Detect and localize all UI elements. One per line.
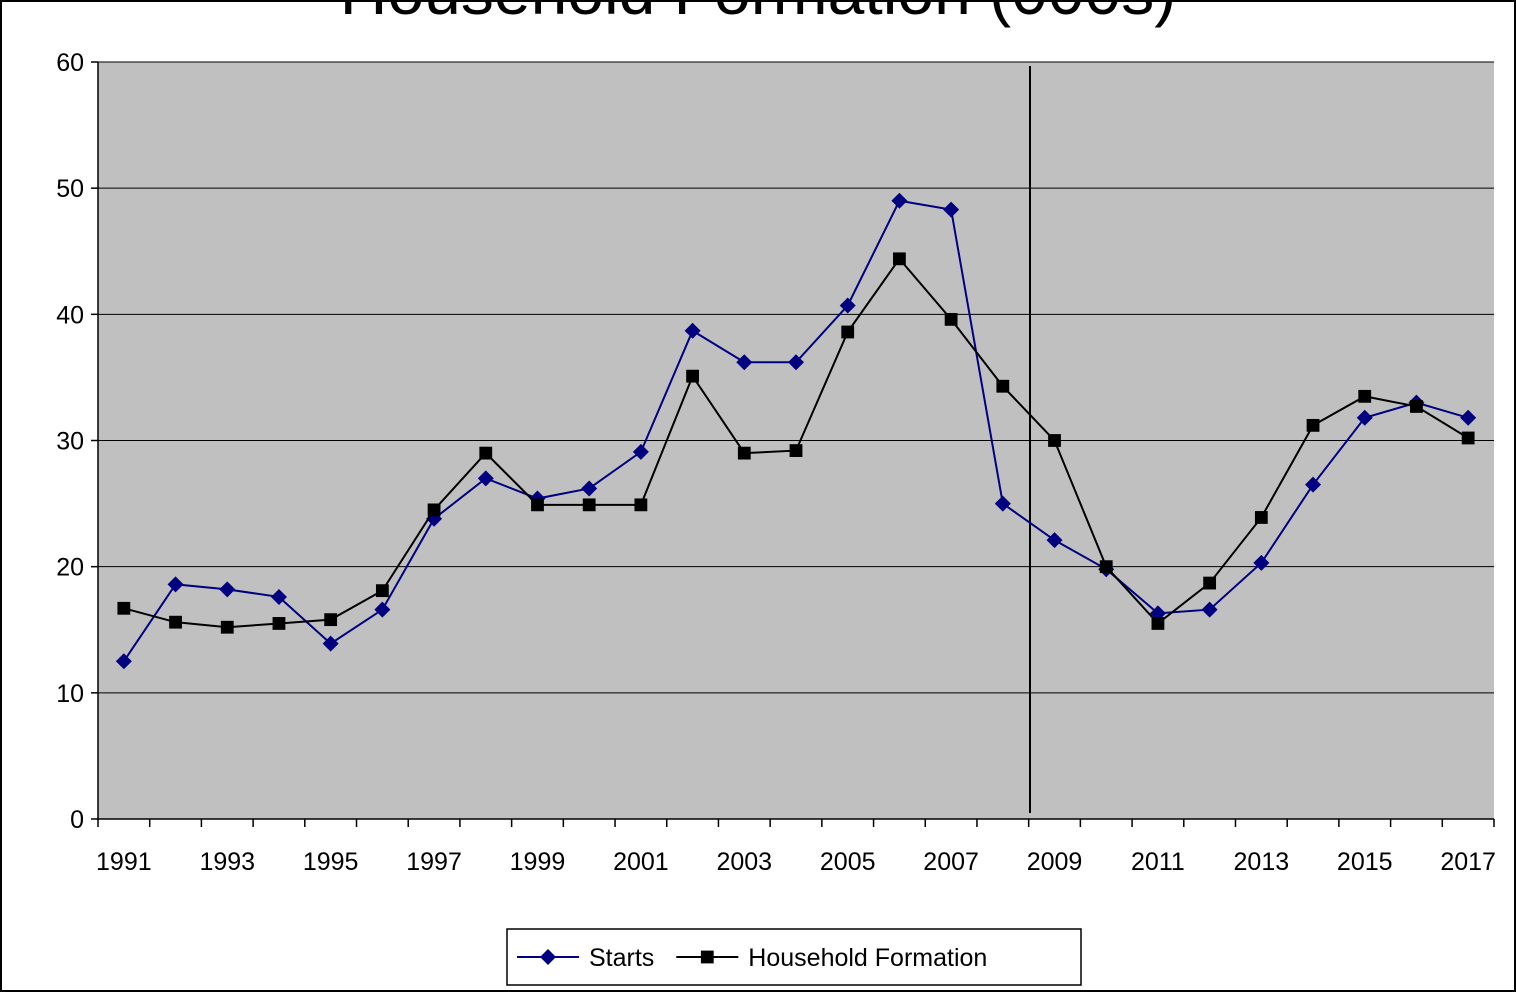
square-marker (220, 620, 234, 634)
square-marker (1099, 560, 1113, 574)
square-marker (700, 950, 714, 964)
y-tick-label: 0 (70, 806, 84, 834)
diamond-marker (736, 354, 753, 371)
diamond-marker (540, 949, 556, 965)
diamond-marker (219, 581, 236, 598)
square-marker (634, 498, 648, 512)
diamond-marker (1460, 409, 1477, 426)
square-marker (944, 312, 958, 326)
diamond-marker (167, 576, 184, 593)
legend-box (506, 928, 1082, 986)
x-tick-label: 1997 (406, 848, 462, 876)
square-marker (686, 369, 699, 383)
y-tick-label: 30 (56, 428, 84, 456)
x-tick-label: 1995 (303, 848, 359, 876)
square-marker (1254, 511, 1268, 524)
diamond-marker (943, 201, 960, 218)
diamond-marker (1201, 601, 1218, 618)
x-tick-label: 1999 (510, 848, 566, 876)
chart-title: Household Formation (000s) (340, 0, 1176, 28)
diamond-marker (1046, 532, 1063, 549)
y-tick-label: 40 (56, 301, 84, 329)
x-tick-label: 2005 (820, 848, 876, 876)
square-marker (169, 615, 182, 629)
x-tick-label: 2001 (613, 848, 669, 876)
diamond-marker (1253, 554, 1270, 571)
diamond-marker (839, 297, 856, 314)
diamond-marker (1356, 409, 1373, 426)
square-marker (1203, 576, 1217, 590)
square-marker (789, 444, 803, 457)
y-tick-label: 50 (56, 175, 84, 203)
y-tick-label: 20 (56, 554, 84, 582)
diamond-marker (322, 635, 339, 652)
diamond-marker (994, 495, 1011, 512)
legend-label: Starts (589, 944, 654, 972)
x-tick-label: 1991 (96, 848, 152, 876)
square-marker (996, 379, 1010, 393)
series-group (115, 192, 1477, 670)
square-marker (375, 584, 389, 598)
square-marker (1151, 617, 1165, 630)
axes: 0 10 20 30 40 50 60 1991 1993 1995 1997 1999 2001 200… (56, 49, 1496, 876)
diamond-marker (374, 601, 391, 618)
diamond-marker (632, 443, 649, 460)
diamond-marker (684, 322, 701, 339)
square-marker (427, 503, 441, 517)
x-tick-label: 2015 (1337, 848, 1393, 876)
y-tick-label: 10 (56, 680, 84, 708)
square-marker (841, 325, 855, 339)
x-tick-label: 2011 (1131, 848, 1185, 876)
diamond-marker (1305, 476, 1322, 493)
square-marker (1048, 434, 1061, 447)
diamond-marker (115, 653, 132, 670)
x-tick-label: 2013 (1234, 848, 1290, 876)
diamond-marker (581, 480, 598, 497)
legend-label: Household Formation (748, 944, 987, 972)
square-marker (582, 498, 596, 512)
diamond-marker (270, 588, 287, 605)
square-marker (479, 446, 493, 460)
square-marker (1461, 431, 1475, 445)
diamond-marker (891, 192, 908, 209)
legend: Starts Household Formation (517, 944, 987, 972)
square-marker (1358, 389, 1372, 403)
x-tick-label: 1993 (199, 848, 255, 876)
x-tick-label: 2017 (1440, 848, 1496, 876)
x-tick-label: 2003 (716, 848, 772, 876)
square-marker (1306, 418, 1320, 432)
diamond-marker (477, 470, 494, 487)
x-tick-label: 2009 (1027, 848, 1083, 876)
x-tick-label: 2007 (923, 848, 979, 876)
square-marker (1410, 400, 1423, 413)
square-marker (737, 446, 751, 460)
square-marker (893, 252, 906, 266)
square-marker (324, 613, 338, 627)
square-marker (531, 498, 544, 512)
square-marker (117, 601, 131, 615)
y-tick-label: 60 (56, 49, 84, 77)
square-marker (272, 617, 286, 630)
diamond-marker (788, 354, 804, 371)
